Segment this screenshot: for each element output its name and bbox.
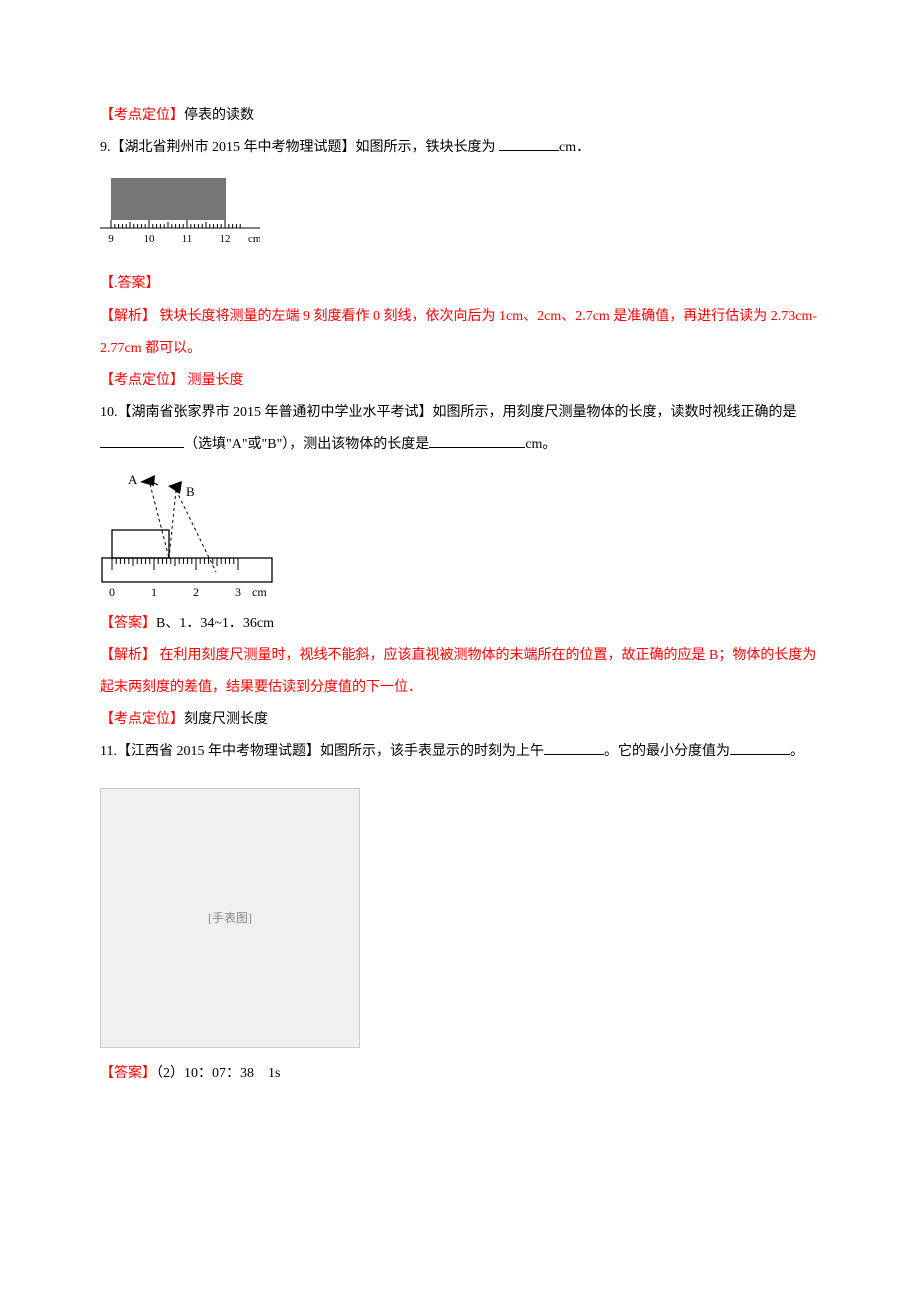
sightline-a: [150, 484, 169, 558]
measured-object: [112, 530, 169, 558]
answer-label: 【答案】: [100, 616, 156, 631]
q10-ruler-label-2: 2: [193, 585, 199, 599]
q8-kaodian: 【考点定位】停表的读数: [100, 100, 820, 132]
q10-blank2: [429, 434, 525, 448]
answer-text: （2）10：07：38 1s: [156, 1066, 280, 1081]
q11-answer: 【答案】（2）10：07：38 1s: [100, 1058, 820, 1090]
ruler-label-0: 9: [108, 233, 114, 245]
jiexi-text: 铁块长度将测量的左端 9 刻度看作 0 刻线，依次向后为 1cm、2cm、2.7…: [100, 309, 817, 356]
q11-watch-image: [手表图]: [100, 788, 360, 1048]
jiexi-label: 【解析】: [100, 309, 160, 324]
q11-source: 【江西省 2015 年中考物理试题】: [117, 744, 320, 759]
q10-jiexi: 【解析】 在利用刻度尺测量时，视线不能斜，应该直视被测物体的末端所在的位置，故正…: [100, 640, 820, 704]
ruler-unit: cm: [248, 233, 260, 245]
answer-label: 【答案】: [100, 1066, 156, 1081]
q10-ruler-label-3: 3: [235, 585, 241, 599]
ruler-label-3: 12: [220, 233, 231, 245]
kaodian-label: 【考点定位】: [100, 373, 188, 388]
q11-stem-a: 如图所示，该手表显示的时刻为上午: [320, 744, 544, 759]
q10-ruler-label-1: 1: [151, 585, 157, 599]
watch-placeholder-text: [手表图]: [208, 905, 252, 933]
q10-kaodian: 【考点定位】刻度尺测长度: [100, 704, 820, 736]
marker-b: B: [186, 484, 195, 499]
q10-num: 10.: [100, 405, 118, 420]
q10-figure: A B 0 1 2 3 cm: [100, 472, 820, 602]
q9-figure: 9 10 11 12 cm: [100, 178, 820, 258]
jiexi-text: 在利用刻度尺测量时，视线不能斜，应该直视被测物体的末端所在的位置，故正确的应是 …: [100, 648, 816, 695]
q9-stem-b: cm．: [559, 140, 590, 155]
q11-stem-c: 。: [790, 744, 804, 759]
q9-kaodian: 【考点定位】 测量长度: [100, 365, 820, 397]
q11-blank1: [544, 741, 604, 755]
q9-stem-a: 如图所示，铁块长度为: [356, 140, 500, 155]
q9-num: 9.: [100, 140, 111, 155]
q11-blank2: [730, 741, 790, 755]
kaodian-text: 测量长度: [188, 373, 244, 388]
q10-answer: 【答案】B、1．34~1．36cm: [100, 608, 820, 640]
answer-text: B、1．34~1．36cm: [156, 616, 274, 631]
q10-ruler-unit: cm: [252, 585, 267, 599]
q10-ruler-label-0: 0: [109, 585, 115, 599]
q9-source: 【湖北省荆州市 2015 年中考物理试题】: [111, 140, 356, 155]
ruler-label-1: 10: [144, 233, 156, 245]
sightline-b: [169, 490, 176, 558]
q10-stem-b: （选填"A"或"B"），测出该物体的长度是: [184, 437, 429, 452]
kaodian-text: 停表的读数: [184, 108, 254, 123]
eye-b-icon: [168, 481, 182, 494]
iron-block-rect: [111, 178, 226, 220]
marker-a: A: [128, 472, 138, 487]
q11-num: 11.: [100, 744, 117, 759]
q11-stem-b: 。它的最小分度值为: [604, 744, 730, 759]
q10-source: 【湖南省张家界市 2015 年普通初中学业水平考试】: [118, 405, 433, 420]
ruler-label-2: 11: [182, 233, 193, 245]
jiexi-label: 【解析】: [100, 648, 160, 663]
q10-stem: 10.【湖南省张家界市 2015 年普通初中学业水平考试】如图所示，用刻度尺测量…: [100, 397, 820, 461]
q9-blank: [499, 137, 559, 151]
q10-stem-a: 如图所示，用刻度尺测量物体的长度，读数时视线正确的是: [433, 405, 797, 420]
q9-jiexi: 【解析】 铁块长度将测量的左端 9 刻度看作 0 刻线，依次向后为 1cm、2c…: [100, 301, 820, 365]
q10-blank1: [100, 434, 184, 448]
q10-stem-c: cm。: [525, 437, 556, 452]
q9-stem: 9.【湖北省荆州市 2015 年中考物理试题】如图所示，铁块长度为 cm．: [100, 132, 820, 164]
eye-a-icon: [140, 475, 158, 486]
q11-stem: 11.【江西省 2015 年中考物理试题】如图所示，该手表显示的时刻为上午 。它的…: [100, 736, 820, 768]
kaodian-label: 【考点定位】: [100, 712, 184, 727]
kaodian-label: 【考点定位】: [100, 108, 184, 123]
q9-answer-label: 【.答案】: [100, 268, 820, 300]
kaodian-text: 刻度尺测长度: [184, 712, 268, 727]
